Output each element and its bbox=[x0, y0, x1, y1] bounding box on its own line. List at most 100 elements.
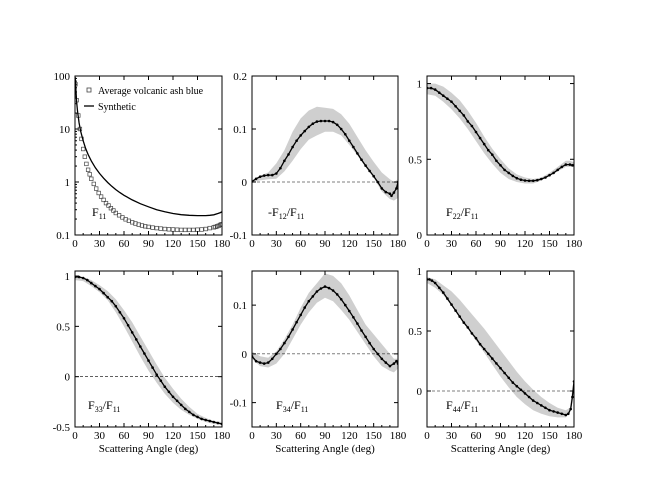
data-point bbox=[569, 407, 572, 411]
data-point bbox=[503, 371, 506, 375]
y-tick-label: 0 bbox=[242, 177, 248, 189]
data-point bbox=[162, 226, 167, 232]
data-point bbox=[103, 200, 109, 206]
data-point bbox=[548, 408, 551, 412]
panel-f34: 0 30 60 90 120 150 180 -0.1 0 0.1 Scattering Angle… bbox=[230, 270, 407, 455]
y-tick-label: 0.5 bbox=[408, 326, 422, 338]
axis-frame bbox=[74, 270, 223, 428]
panel-label: F44/F11 bbox=[446, 398, 478, 414]
x-tick-label: 30 bbox=[271, 238, 283, 250]
data-point bbox=[271, 173, 274, 177]
y-tick-label: 0 bbox=[417, 230, 423, 242]
plot-area bbox=[427, 277, 574, 418]
data-point bbox=[395, 359, 398, 363]
data-point bbox=[536, 401, 539, 405]
y-tick-label: 0.2 bbox=[233, 71, 247, 83]
data-point bbox=[319, 119, 323, 123]
data-point bbox=[195, 227, 200, 232]
data-point bbox=[442, 291, 445, 294]
data-point bbox=[218, 222, 222, 228]
data-point bbox=[200, 417, 203, 421]
x-tick-label: 60 bbox=[471, 238, 483, 250]
panel-f11: 0 30 60 90 120 150 180 0.1 1 10 100 F11 bbox=[54, 71, 231, 250]
data-point bbox=[196, 415, 199, 419]
data-point bbox=[275, 352, 278, 356]
y-tick-label: 0 bbox=[417, 386, 423, 398]
data-point bbox=[392, 191, 396, 194]
data-point bbox=[352, 145, 355, 149]
data-point bbox=[571, 395, 574, 399]
data-point bbox=[307, 299, 311, 303]
data-point bbox=[207, 225, 212, 231]
data-point bbox=[147, 359, 150, 362]
data-point bbox=[454, 105, 457, 108]
data-point bbox=[368, 169, 371, 173]
data-point bbox=[307, 125, 311, 129]
data-point bbox=[433, 88, 437, 91]
data-point bbox=[179, 227, 184, 233]
data-point bbox=[94, 186, 99, 191]
data-point bbox=[106, 295, 109, 299]
data-point bbox=[344, 133, 347, 136]
plot-area bbox=[75, 275, 222, 426]
x-tick-label: 90 bbox=[495, 430, 507, 442]
data-point bbox=[96, 190, 101, 196]
data-point bbox=[159, 379, 163, 383]
data-point bbox=[556, 168, 559, 172]
data-point bbox=[94, 284, 97, 288]
data-point bbox=[81, 146, 86, 152]
data-point bbox=[212, 420, 216, 424]
x-tick-label: 60 bbox=[119, 238, 131, 250]
data-point bbox=[339, 298, 343, 301]
data-point bbox=[279, 347, 282, 351]
x-axis-label: Scattering Angle (deg) bbox=[99, 443, 199, 455]
data-point bbox=[454, 309, 457, 312]
data-point bbox=[98, 287, 101, 291]
data-point bbox=[254, 359, 258, 363]
panel-f12: 0 30 60 90 120 150 180-0.100.10.2-F12/F11 bbox=[230, 71, 407, 250]
y-tick-label: 0 bbox=[242, 349, 248, 361]
y-tick-label: 0.1 bbox=[233, 124, 247, 136]
x-tick-label: 0 bbox=[72, 238, 78, 250]
data-point bbox=[171, 395, 175, 399]
data-point bbox=[331, 289, 335, 292]
data-point bbox=[258, 175, 262, 178]
x-tick-label: 150 bbox=[365, 430, 382, 442]
data-point bbox=[113, 210, 118, 216]
data-point bbox=[491, 153, 494, 156]
data-point bbox=[470, 124, 474, 128]
data-point bbox=[556, 411, 559, 414]
data-point bbox=[174, 227, 180, 232]
x-tick-label: 0 bbox=[424, 238, 430, 250]
data-point bbox=[85, 167, 91, 172]
y-tick-label: -0.5 bbox=[53, 422, 71, 434]
data-point bbox=[495, 159, 498, 163]
data-point bbox=[428, 278, 431, 281]
variability-band bbox=[427, 83, 574, 184]
data-point bbox=[527, 395, 531, 399]
data-point bbox=[380, 187, 384, 190]
data-point bbox=[118, 311, 122, 314]
data-point bbox=[275, 172, 278, 175]
data-point bbox=[536, 178, 539, 182]
data-point bbox=[372, 174, 376, 178]
variability-band bbox=[427, 277, 574, 418]
x-tick-label: 150 bbox=[189, 430, 206, 442]
data-point bbox=[531, 179, 535, 183]
data-point bbox=[114, 304, 118, 308]
data-point bbox=[544, 176, 547, 179]
y-tick-label: 1 bbox=[417, 79, 423, 91]
data-point bbox=[126, 324, 130, 327]
x-tick-label: 30 bbox=[446, 238, 458, 250]
data-point bbox=[102, 291, 105, 295]
data-point bbox=[429, 86, 433, 90]
panel-label: F34/F11 bbox=[276, 398, 308, 414]
data-point bbox=[531, 399, 535, 402]
data-point bbox=[143, 352, 146, 355]
y-tick-label: -0.1 bbox=[230, 398, 247, 410]
plot-area bbox=[427, 83, 574, 184]
data-point bbox=[368, 341, 371, 345]
data-point bbox=[519, 388, 523, 392]
data-point bbox=[499, 366, 502, 370]
